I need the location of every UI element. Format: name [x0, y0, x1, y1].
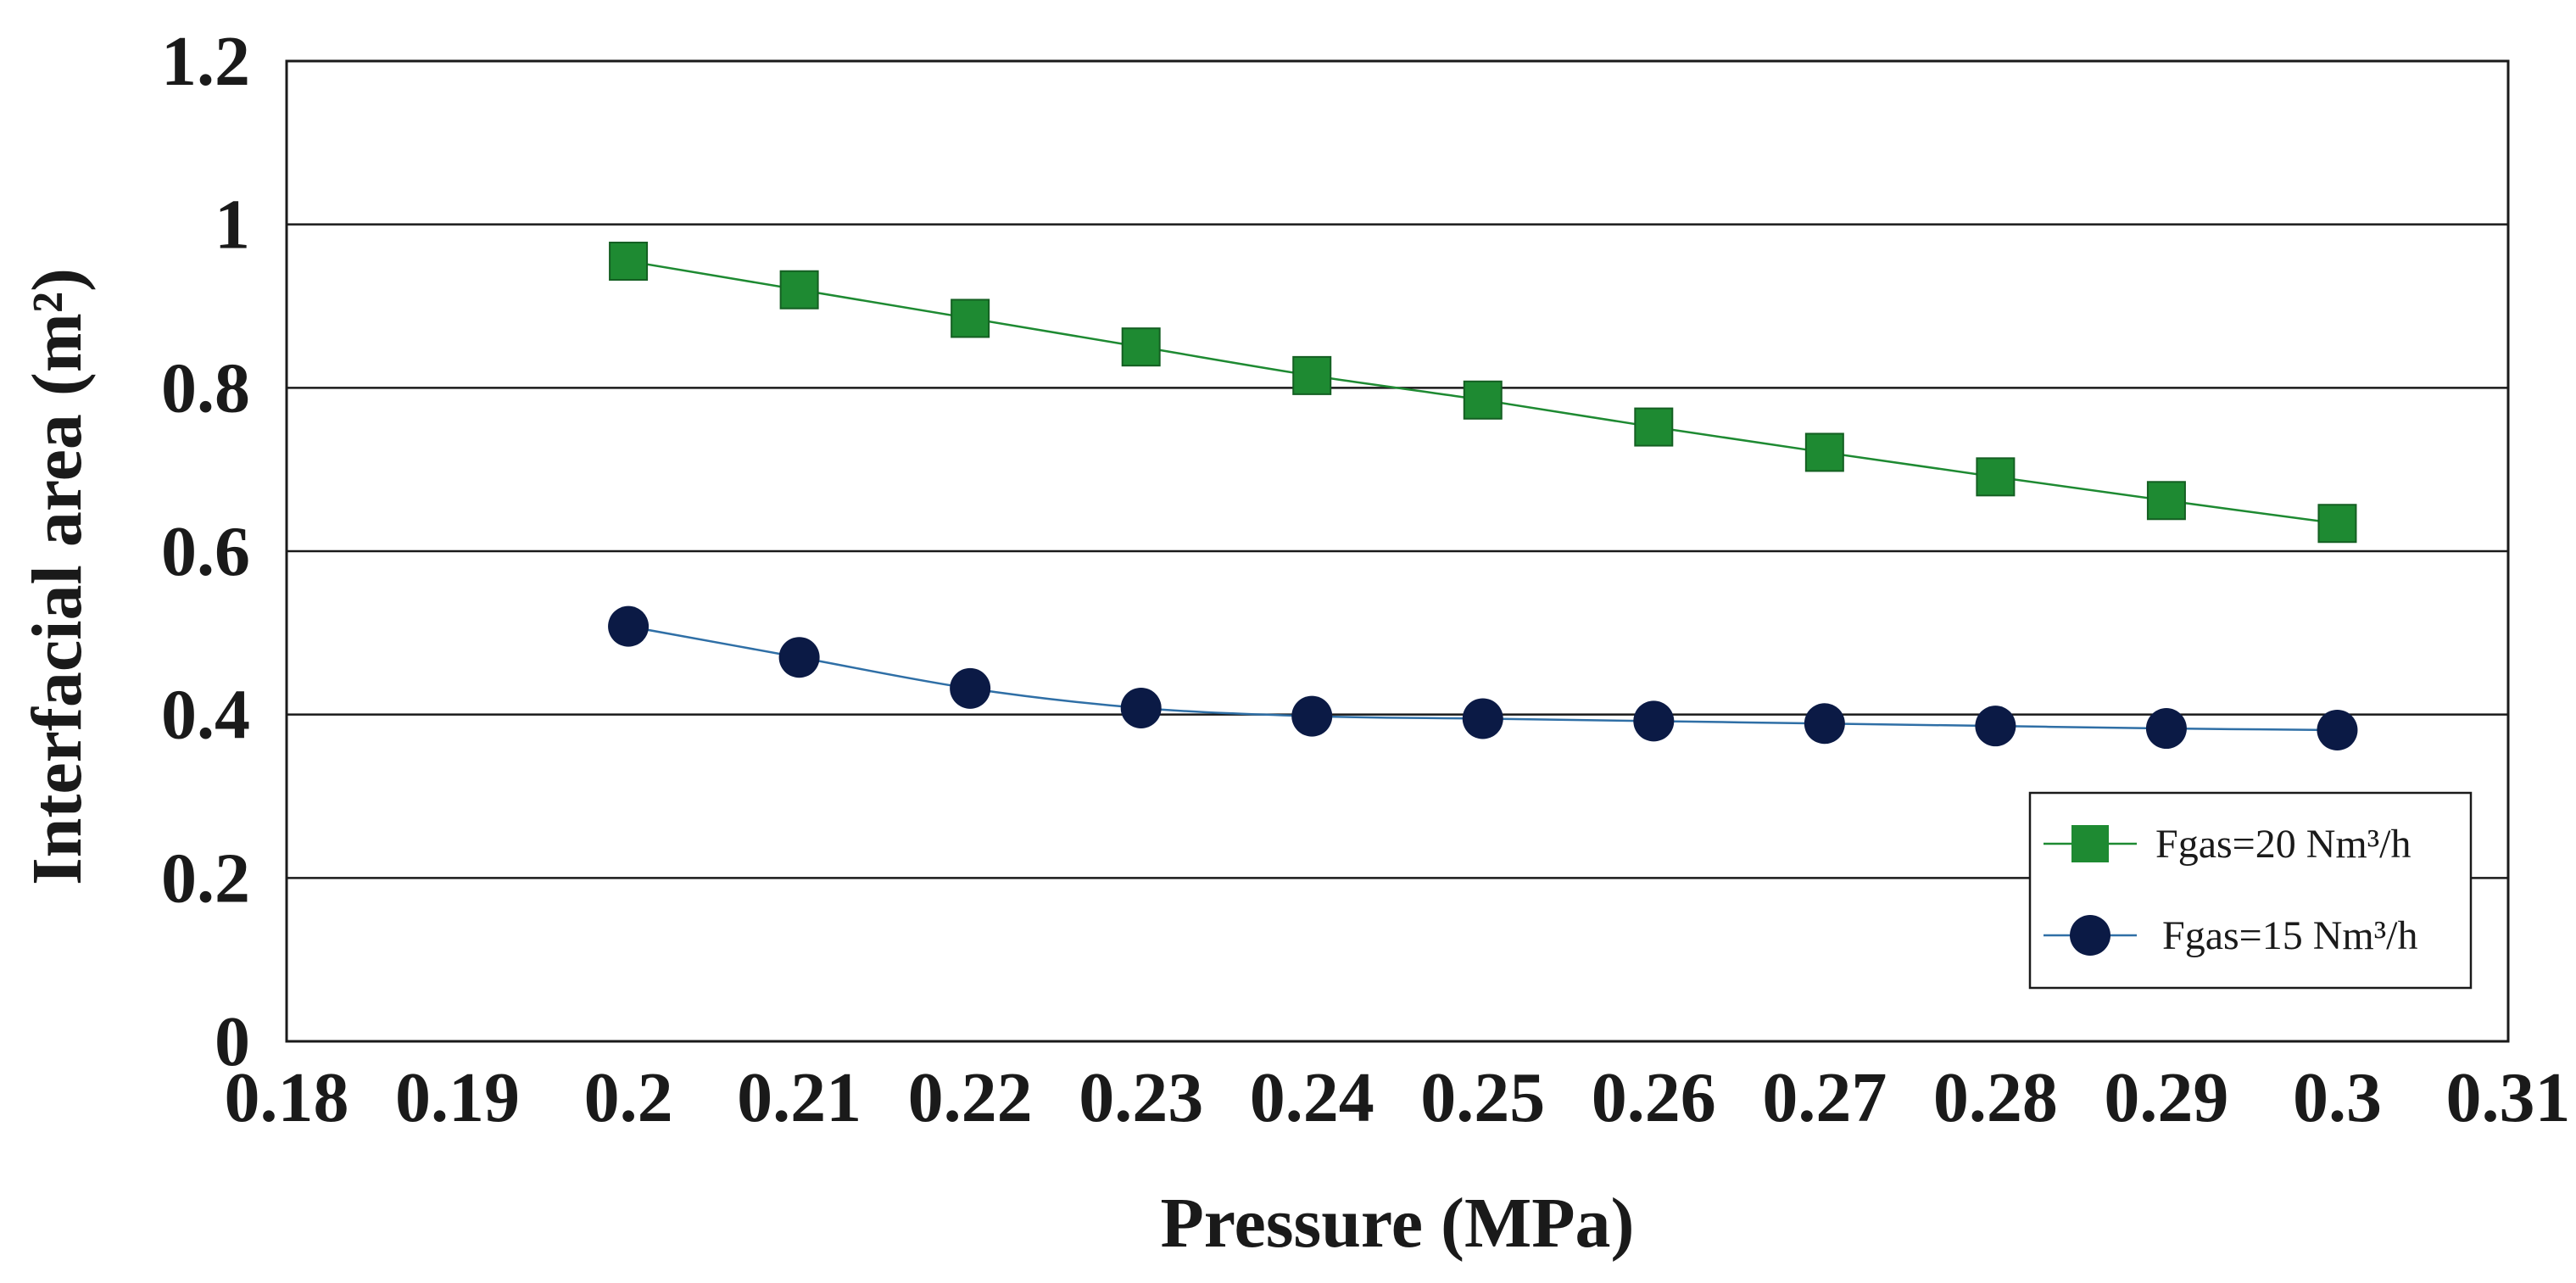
- legend-label-fgas-20: Fgas=20 Nm³/h: [2155, 822, 2411, 867]
- data-point-circle: [950, 667, 991, 709]
- data-point-circle: [608, 605, 650, 647]
- x-tick-label: 0.27: [1762, 1058, 1887, 1137]
- legend-label-fgas-15: Fgas=15 Nm³/h: [2162, 913, 2417, 958]
- x-tick-label: 0.31: [2446, 1058, 2571, 1137]
- series-fgas-20: [609, 242, 2357, 544]
- x-tick-label: 0.28: [1933, 1058, 2058, 1137]
- data-point-circle: [1291, 695, 1333, 737]
- data-point-circle: [1633, 700, 1675, 742]
- y-tick-label: 0.8: [161, 349, 250, 427]
- x-axis-tick-labels: 0.18 0.19 0.2 0.21 0.22 0.23 0.24 0.25 0.26 0.27 0…: [225, 1058, 2571, 1137]
- y-tick-label: 1: [215, 186, 250, 265]
- data-point-square: [1976, 457, 2016, 497]
- x-tick-label: 0.29: [2104, 1058, 2228, 1137]
- x-axis-title: Pressure (MPa): [1160, 1184, 1634, 1263]
- data-point-circle: [778, 637, 820, 678]
- data-point-square: [779, 270, 819, 310]
- data-point-square: [2146, 481, 2186, 521]
- series-layer: [608, 242, 2358, 750]
- y-tick-label: 1.2: [161, 22, 250, 101]
- x-tick-label: 0.25: [1420, 1058, 1545, 1137]
- data-point-square: [951, 298, 990, 338]
- x-tick-label: 0.3: [2293, 1058, 2382, 1137]
- y-tick-label: 0.2: [161, 839, 250, 918]
- data-point-circle: [2317, 709, 2358, 750]
- data-point-circle: [2145, 708, 2187, 750]
- data-point-square: [1634, 407, 1674, 447]
- legend-marker-square: [2071, 825, 2109, 862]
- x-tick-label: 0.24: [1250, 1058, 1374, 1137]
- legend-marker-circle: [2070, 915, 2110, 956]
- data-point-circle: [1804, 703, 1845, 745]
- x-tick-label: 0.19: [395, 1058, 520, 1137]
- plot-area: [285, 59, 2510, 1043]
- data-point-square: [1292, 355, 1332, 395]
- data-point-square: [1463, 380, 1503, 420]
- x-tick-label: 0.21: [737, 1058, 861, 1137]
- x-tick-label: 0.26: [1592, 1058, 1716, 1137]
- data-point-circle: [1975, 706, 2016, 747]
- x-tick-label: 0.23: [1079, 1058, 1203, 1137]
- y-tick-label: 0.4: [161, 676, 250, 755]
- x-tick-label: 0.2: [584, 1058, 673, 1137]
- y-axis-tick-labels: 0 0.2 0.4 0.6 0.8 1 1.2: [161, 22, 250, 1081]
- data-point-square: [609, 242, 649, 282]
- x-tick-label: 0.22: [908, 1058, 1033, 1137]
- series-fgas-15: [608, 605, 2358, 750]
- data-point-square: [2317, 504, 2357, 544]
- data-point-square: [1804, 432, 1844, 472]
- data-point-circle: [1462, 698, 1503, 739]
- y-tick-label: 0: [215, 1002, 250, 1081]
- y-tick-label: 0.6: [161, 512, 250, 591]
- y-axis-title: Interfacial area (m²): [18, 268, 97, 885]
- legend: Fgas=20 Nm³/h Fgas=15 Nm³/h: [2028, 791, 2473, 990]
- data-point-square: [1121, 327, 1161, 367]
- data-point-circle: [1120, 687, 1162, 728]
- x-tick-label: 0.18: [225, 1058, 349, 1137]
